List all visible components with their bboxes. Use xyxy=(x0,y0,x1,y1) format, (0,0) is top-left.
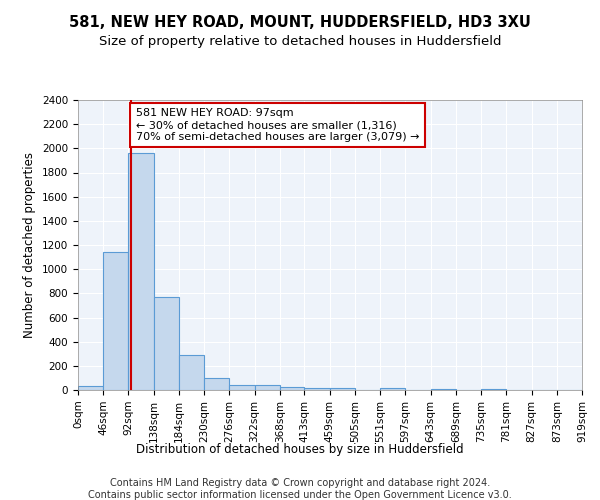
Text: Size of property relative to detached houses in Huddersfield: Size of property relative to detached ho… xyxy=(99,35,501,48)
Text: Contains HM Land Registry data © Crown copyright and database right 2024.: Contains HM Land Registry data © Crown c… xyxy=(110,478,490,488)
Bar xyxy=(103,252,128,390)
Bar xyxy=(128,153,154,390)
Text: Contains public sector information licensed under the Open Government Licence v3: Contains public sector information licen… xyxy=(88,490,512,500)
Bar xyxy=(229,384,254,390)
Bar xyxy=(254,385,280,390)
Bar xyxy=(154,297,179,390)
Y-axis label: Number of detached properties: Number of detached properties xyxy=(23,152,37,338)
Bar xyxy=(330,388,355,390)
Text: 581, NEW HEY ROAD, MOUNT, HUDDERSFIELD, HD3 3XU: 581, NEW HEY ROAD, MOUNT, HUDDERSFIELD, … xyxy=(69,15,531,30)
Text: 581 NEW HEY ROAD: 97sqm
← 30% of detached houses are smaller (1,316)
70% of semi: 581 NEW HEY ROAD: 97sqm ← 30% of detache… xyxy=(136,108,419,142)
Bar xyxy=(179,355,204,390)
Bar xyxy=(304,388,330,390)
Bar xyxy=(280,387,304,390)
Bar xyxy=(431,389,456,390)
Text: Distribution of detached houses by size in Huddersfield: Distribution of detached houses by size … xyxy=(136,442,464,456)
Bar xyxy=(380,388,406,390)
Bar xyxy=(78,386,103,390)
Bar xyxy=(204,378,229,390)
